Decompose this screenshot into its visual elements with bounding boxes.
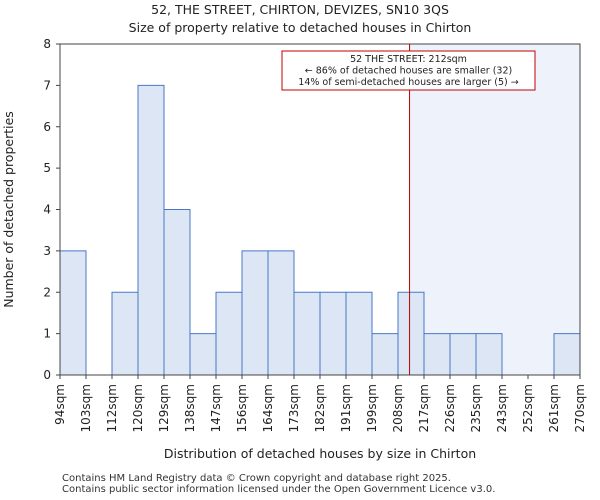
- histogram-bar: [163, 209, 191, 376]
- x-tick-label: 235sqm: [469, 384, 483, 432]
- histogram-bar: [553, 333, 581, 376]
- x-tick-label: 208sqm: [391, 384, 405, 432]
- y-tick-label: 1: [43, 327, 51, 341]
- histogram-bar: [111, 291, 139, 376]
- x-tick-label: 103sqm: [79, 384, 93, 432]
- histogram-bar: [241, 250, 269, 376]
- x-tick-label: 147sqm: [209, 384, 223, 432]
- y-tick-label: 3: [43, 244, 51, 258]
- chart-subtitle: Size of property relative to detached ho…: [128, 20, 472, 35]
- histogram-bar: [345, 291, 373, 376]
- annotation-line: 52 THE STREET: 212sqm: [350, 54, 467, 65]
- annotation-line: 14% of semi-detached houses are larger (…: [298, 77, 518, 88]
- x-tick-label: 191sqm: [339, 384, 353, 432]
- y-tick-label: 2: [43, 285, 51, 299]
- x-tick-label: 182sqm: [313, 384, 327, 432]
- x-tick-label: 138sqm: [183, 384, 197, 432]
- histogram-bar: [215, 291, 243, 376]
- y-tick-label: 7: [43, 78, 51, 92]
- y-tick-label: 4: [43, 203, 51, 217]
- histogram-bar: [475, 333, 503, 376]
- larger-region-shade: [409, 44, 580, 375]
- x-tick-label: 243sqm: [495, 384, 509, 432]
- x-tick-label: 252sqm: [521, 384, 535, 432]
- histogram-bar: [189, 333, 217, 376]
- y-tick-label: 6: [43, 120, 51, 134]
- y-axis-label: Number of detached properties: [1, 111, 16, 308]
- x-tick-label: 199sqm: [365, 384, 379, 432]
- annotation-line: ← 86% of detached houses are smaller (32…: [305, 66, 512, 77]
- chart-title: 52, THE STREET, CHIRTON, DEVIZES, SN10 3…: [151, 2, 449, 17]
- x-tick-label: 173sqm: [287, 384, 301, 432]
- x-tick-label: 226sqm: [443, 384, 457, 432]
- histogram-bar: [267, 250, 295, 376]
- annotation-box: [281, 50, 536, 91]
- x-tick-label: 120sqm: [131, 384, 145, 432]
- footer-line-2: Contains public sector information licen…: [62, 484, 496, 495]
- x-tick-label: 112sqm: [105, 384, 119, 432]
- x-tick-label: 270sqm: [573, 384, 587, 432]
- histogram-bar: [449, 333, 477, 376]
- x-tick-label: 164sqm: [261, 384, 275, 432]
- y-tick-label: 5: [43, 161, 51, 175]
- x-tick-label: 217sqm: [417, 384, 431, 432]
- histogram-bar: [137, 84, 165, 376]
- x-tick-label: 94sqm: [53, 384, 67, 425]
- y-tick-label: 8: [43, 37, 51, 51]
- x-axis-label: Distribution of detached houses by size …: [164, 446, 476, 461]
- x-tick-label: 156sqm: [235, 384, 249, 432]
- y-tick-label: 0: [43, 368, 51, 382]
- histogram-bar: [319, 291, 347, 376]
- footer-line-1: Contains HM Land Registry data © Crown c…: [62, 473, 451, 484]
- histogram-bar: [423, 333, 451, 376]
- x-tick-label: 261sqm: [547, 384, 561, 432]
- x-tick-label: 129sqm: [157, 384, 171, 432]
- histogram-bar: [293, 291, 321, 376]
- histogram-bar: [397, 291, 425, 376]
- histogram-bar: [59, 250, 87, 376]
- histogram-bar: [371, 333, 399, 376]
